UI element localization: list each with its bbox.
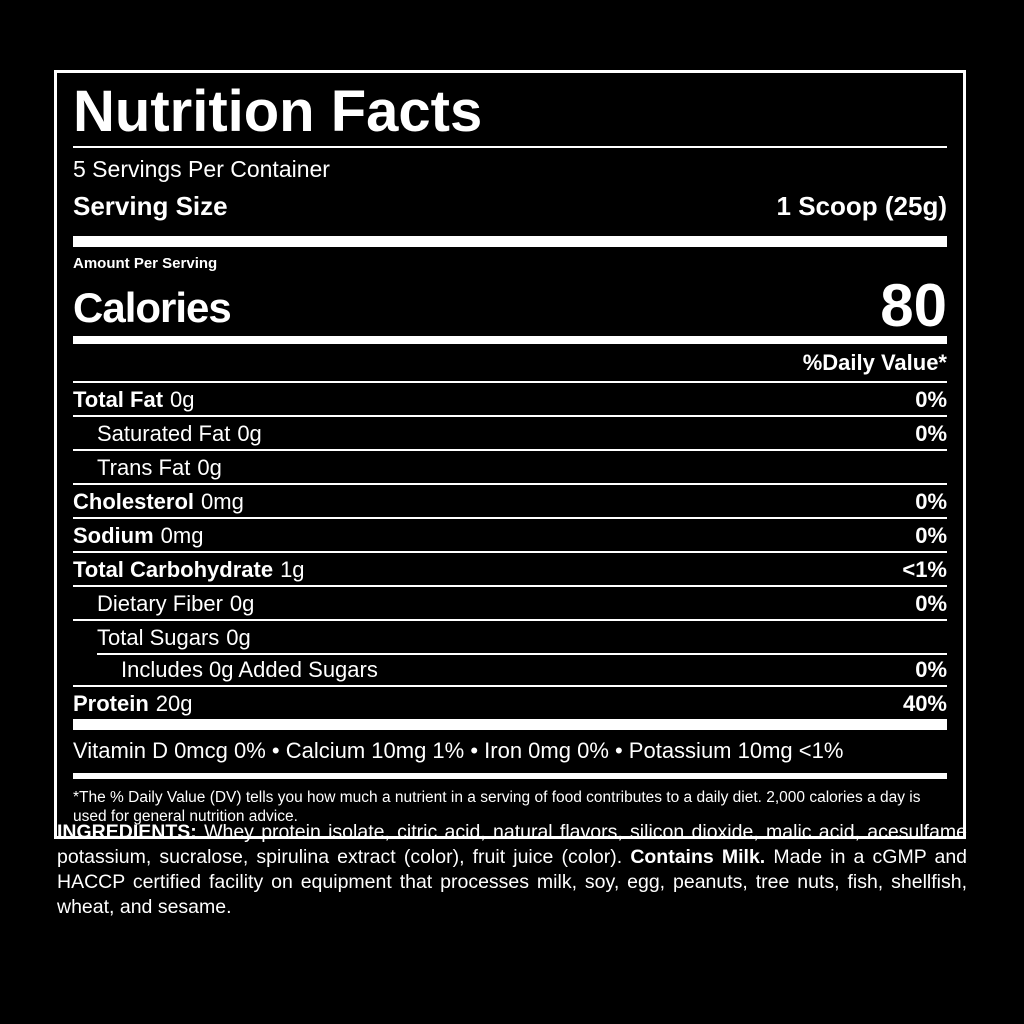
nutrient-name: Saturated Fat	[97, 421, 231, 446]
nutrient-amount: 1g	[280, 557, 305, 582]
nutrient-row-cholesterol: Cholesterol 0mg 0%	[73, 483, 947, 517]
nutrient-name: Includes 0g Added Sugars	[121, 657, 378, 682]
nutrient-name: Protein	[73, 691, 149, 716]
calories-row: Calories 80	[73, 272, 947, 339]
nutrient-row-sodium: Sodium 0mg 0%	[73, 517, 947, 551]
nutrient-dv: 0%	[915, 387, 947, 412]
servings-per-container: 5 Servings Per Container	[73, 156, 330, 182]
amount-per-serving-label: Amount Per Serving	[73, 255, 218, 272]
calories-label: Calories	[73, 284, 232, 331]
nutrient-amount: 0g	[170, 387, 195, 412]
nutrient-amount: 0mg	[201, 489, 244, 514]
nutrient-amount: 20g	[155, 691, 193, 716]
nutrient-dv: 0%	[915, 657, 947, 682]
ingredients-text: Whey protein isolate, citric acid, natur…	[57, 821, 968, 868]
nutrient-name: Trans Fat	[97, 455, 191, 480]
nutrient-name: Total Fat	[73, 387, 164, 412]
nutrient-name: Total Carbohydrate	[73, 557, 274, 582]
allergen-statement: Contains Milk.	[630, 846, 766, 868]
nutrient-row-total-carbohydrate: Total Carbohydrate 1g <1%	[73, 551, 947, 585]
nutrition-facts-panel: Nutrition Facts 5 Servings Per Container…	[54, 70, 966, 839]
nutrient-name: Total Sugars	[97, 625, 220, 650]
small-divider-micros	[73, 773, 947, 779]
nutrient-row-protein: Protein 20g 40%	[73, 685, 947, 719]
nutrient-amount: 0g	[197, 455, 222, 480]
nutrient-dv: <1%	[902, 557, 947, 582]
nutrient-row-total-fat: Total Fat 0g 0%	[73, 381, 947, 415]
calories-value: 80	[880, 272, 947, 339]
daily-value-header: %Daily Value*	[802, 350, 947, 375]
nutrient-row-saturated-fat: Saturated Fat 0g 0%	[73, 415, 947, 449]
nutrient-row-added-sugars: Includes 0g Added Sugars 0%	[73, 653, 947, 685]
ingredients-label: INGREDIENTS:	[57, 821, 197, 843]
nutrient-row-trans-fat: Trans Fat 0g	[73, 449, 947, 483]
nutrient-row-dietary-fiber: Dietary Fiber 0g 0%	[73, 585, 947, 619]
nutrient-dv: 0%	[915, 591, 947, 616]
nutrient-name: Cholesterol	[73, 489, 195, 514]
serving-size-value: 1 Scoop (25g)	[776, 191, 947, 221]
medium-divider-calories	[73, 336, 947, 344]
nutrient-dv: 40%	[902, 691, 947, 716]
facility-statement: Made in a cGMP and HACCP certified facil…	[57, 846, 968, 918]
nutrient-amount: 0g	[229, 591, 255, 616]
nutrient-dv: 0%	[915, 523, 947, 548]
nutrient-name: Dietary Fiber	[97, 591, 223, 616]
thick-divider-protein	[73, 719, 947, 730]
nutrient-amount: 0g	[237, 421, 262, 446]
nutrient-dv: 0%	[915, 421, 947, 446]
nutrient-row-total-sugars: Total Sugars 0g	[73, 619, 947, 653]
nutrition-facts-title: Nutrition Facts	[73, 79, 483, 144]
title-divider	[73, 146, 947, 148]
nutrient-amount: 0g	[226, 625, 251, 650]
nutrient-dv: 0%	[915, 489, 947, 514]
serving-size-label: Serving Size	[73, 191, 228, 221]
nutrient-amount: 0mg	[160, 523, 204, 548]
thick-divider-top	[73, 236, 947, 247]
micronutrients-line: Vitamin D 0mcg 0% • Calcium 10mg 1% • Ir…	[73, 738, 844, 763]
serving-size-row: Serving Size 1 Scoop (25g)	[73, 191, 947, 222]
nutrient-name: Sodium	[73, 523, 154, 548]
ingredients-paragraph: INGREDIENTS: Whey protein isolate, citri…	[57, 820, 967, 920]
daily-value-footnote: *The % Daily Value (DV) tells you how mu…	[73, 789, 921, 825]
